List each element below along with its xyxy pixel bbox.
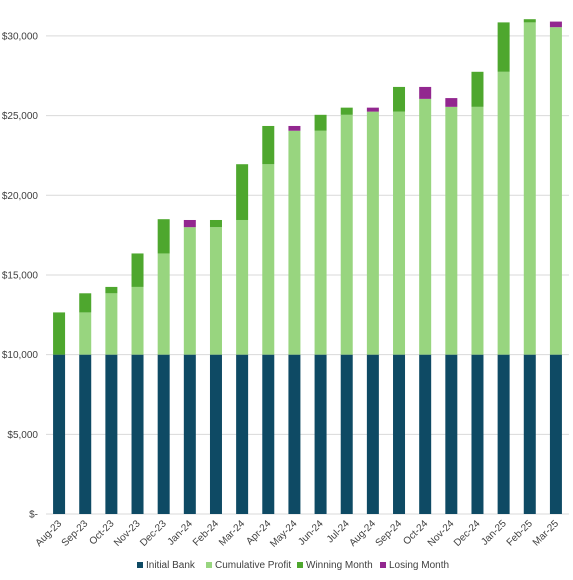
bar-cumulative-profit <box>497 71 510 355</box>
y-tick-label: $15,000 <box>2 270 39 281</box>
bar-losing-month <box>445 98 458 107</box>
x-axis: Aug-23Sep-23Oct-23Nov-23Dec-23Jan-24Feb-… <box>34 518 562 550</box>
bar-initial-bank <box>445 354 458 514</box>
bar-winning-month <box>209 219 222 228</box>
bar-initial-bank <box>393 354 406 514</box>
bar-cumulative-profit <box>262 164 275 355</box>
y-axis: $- $5,000 $10,000 $15,000 $20,000 $25,000 $30,… <box>2 31 39 520</box>
y-tick-label: $30,000 <box>2 31 39 42</box>
legend-label: Losing Month <box>389 560 449 571</box>
x-tick-label: Oct-23 <box>87 518 116 547</box>
bar-initial-bank <box>262 354 275 514</box>
bar-cumulative-profit <box>157 253 170 355</box>
x-tick-label: Dec-23 <box>138 518 169 549</box>
bar-winning-month <box>157 219 170 254</box>
x-tick-label: Mar-25 <box>531 518 561 548</box>
legend-label: Initial Bank <box>146 560 196 571</box>
bar-cumulative-profit <box>340 114 353 355</box>
bar-cumulative-profit <box>131 286 144 355</box>
bar-cumulative-profit <box>105 293 118 355</box>
bar-initial-bank <box>157 354 170 514</box>
x-tick-label: Mar-24 <box>217 518 247 548</box>
bar-losing-month <box>366 107 379 112</box>
x-tick-label: Sep-23 <box>60 518 91 549</box>
legend-label: Winning Month <box>306 560 373 571</box>
bar-cumulative-profit <box>419 98 432 355</box>
x-tick-label: Aug-23 <box>34 518 65 549</box>
bar-cumulative-profit <box>471 106 484 355</box>
bar-initial-bank <box>497 354 510 514</box>
legend-swatch <box>380 562 386 568</box>
x-tick-label: Nov-24 <box>426 518 457 549</box>
bar-cumulative-profit <box>209 227 222 355</box>
bar-winning-month <box>53 312 66 355</box>
bar-cumulative-profit <box>183 227 196 355</box>
bar-initial-bank <box>366 354 379 514</box>
bar-winning-month <box>262 125 275 165</box>
bar-winning-month <box>340 107 353 115</box>
x-tick-label: May-24 <box>268 518 300 550</box>
bar-initial-bank <box>419 354 432 514</box>
y-tick-label: $- <box>29 510 38 521</box>
x-tick-label: Aug-24 <box>347 518 378 549</box>
legend-swatch <box>137 562 143 568</box>
bar-initial-bank <box>314 354 327 514</box>
bar-initial-bank <box>131 354 144 514</box>
x-tick-label: Feb-25 <box>505 518 535 548</box>
y-tick-label: $25,000 <box>2 111 39 122</box>
x-tick-label: Dec-24 <box>452 518 483 549</box>
bar-cumulative-profit <box>393 111 406 355</box>
bar-winning-month <box>236 164 249 220</box>
y-tick-label: $20,000 <box>2 191 39 202</box>
bar-initial-bank <box>523 354 536 514</box>
bar-group <box>53 19 562 514</box>
bar-winning-month <box>471 71 484 107</box>
x-tick-label: Oct-24 <box>401 518 430 547</box>
bar-cumulative-profit <box>549 27 562 355</box>
bar-winning-month <box>79 293 92 313</box>
bar-winning-month <box>105 286 118 294</box>
bar-initial-bank <box>236 354 249 514</box>
bar-initial-bank <box>340 354 353 514</box>
y-tick-label: $5,000 <box>7 430 38 441</box>
bar-initial-bank <box>105 354 118 514</box>
legend: Initial Bank Cumulative Profit Winning Mon… <box>137 560 449 571</box>
bar-winning-month <box>131 253 144 287</box>
x-tick-label: Sep-24 <box>374 518 405 549</box>
bar-cumulative-profit <box>288 130 301 355</box>
x-tick-label: Nov-23 <box>112 518 143 549</box>
x-tick-label: Jan-24 <box>166 518 196 548</box>
bar-losing-month <box>549 21 562 28</box>
bar-cumulative-profit <box>79 312 92 355</box>
gridlines <box>46 35 569 515</box>
bar-cumulative-profit <box>523 22 536 355</box>
bar-winning-month <box>523 19 536 23</box>
x-tick-label: Jan-25 <box>479 518 509 548</box>
legend-label: Cumulative Profit <box>215 560 291 571</box>
bar-cumulative-profit <box>314 130 327 355</box>
bar-cumulative-profit <box>366 111 379 355</box>
bar-winning-month <box>497 22 510 72</box>
bar-initial-bank <box>183 354 196 514</box>
bar-initial-bank <box>549 354 562 514</box>
bar-losing-month <box>419 86 432 99</box>
bar-winning-month <box>314 114 327 131</box>
bar-initial-bank <box>53 354 66 514</box>
legend-swatch <box>206 562 212 568</box>
bar-initial-bank <box>288 354 301 514</box>
x-tick-label: Feb-24 <box>191 518 221 548</box>
bar-losing-month <box>183 219 196 228</box>
bar-initial-bank <box>79 354 92 514</box>
bar-winning-month <box>393 86 406 112</box>
bar-losing-month <box>288 125 301 131</box>
bar-initial-bank <box>209 354 222 514</box>
legend-swatch <box>297 562 303 568</box>
bar-cumulative-profit <box>236 219 249 355</box>
bar-cumulative-profit <box>445 106 458 355</box>
bar-initial-bank <box>471 354 484 514</box>
x-tick-label: Jun-24 <box>296 518 326 548</box>
y-tick-label: $10,000 <box>2 350 39 361</box>
